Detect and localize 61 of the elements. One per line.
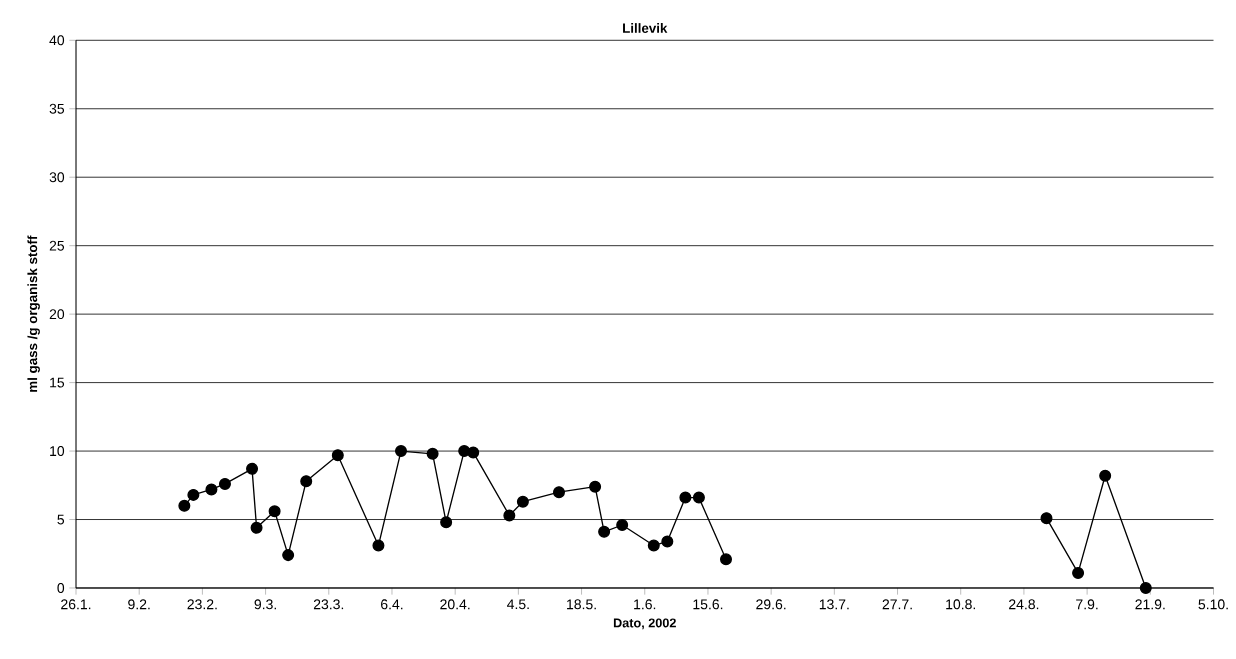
- x-tick-label: 6.4.: [381, 599, 403, 610]
- x-tick-label: 13.7.: [819, 599, 849, 610]
- point: [178, 499, 191, 512]
- x-tick-label: 18.5.: [567, 599, 596, 610]
- y-tick-label: 15: [50, 377, 65, 388]
- point: [440, 516, 453, 529]
- point: [552, 486, 565, 499]
- y-tick-label: 5: [57, 514, 65, 525]
- point: [467, 446, 480, 459]
- x-tick-label: 20.4.: [440, 599, 470, 610]
- point: [589, 480, 602, 493]
- x-tick-label: 26.1.: [61, 599, 91, 610]
- x-tick-label: 15.6.: [693, 599, 723, 610]
- point: [679, 491, 692, 504]
- x-tick-label: 27.7.: [882, 599, 912, 610]
- point: [282, 549, 295, 562]
- y-tick-label: 25: [49, 240, 65, 251]
- x-tick-label: 29.6.: [756, 599, 786, 610]
- point: [426, 447, 439, 460]
- x-tick-label: 5.10.: [1198, 599, 1228, 610]
- point: [331, 449, 344, 462]
- point: [1099, 469, 1112, 482]
- point: [1139, 581, 1152, 594]
- y-axis-title: ml gass /g organisk stoff: [27, 235, 40, 392]
- point: [1040, 512, 1053, 525]
- point: [372, 539, 385, 552]
- x-tick-label: 23.3.: [313, 599, 344, 610]
- point: [647, 539, 660, 552]
- x-tick-label: 9.2.: [128, 599, 150, 610]
- x-tick-label: 23.2.: [187, 599, 217, 610]
- point: [503, 509, 516, 522]
- point: [246, 462, 259, 475]
- point: [300, 475, 313, 488]
- point: [720, 553, 733, 566]
- point: [1072, 566, 1085, 579]
- x-tick-label: 7.9.: [1076, 599, 1098, 610]
- y-tick-label: 0: [57, 583, 65, 593]
- x-tick-label: 4.5.: [507, 599, 529, 610]
- point: [516, 495, 529, 508]
- point: [692, 491, 705, 504]
- point: [395, 445, 408, 458]
- point: [616, 519, 629, 531]
- point: [661, 535, 674, 548]
- x-tick-label: 24.8.: [1009, 599, 1039, 610]
- y-tick-label: 30: [49, 172, 65, 183]
- x-axis-title: Dato, 2002: [613, 618, 676, 630]
- chart-title: Lillevik: [623, 23, 668, 33]
- y-tick-label: 20: [49, 309, 65, 320]
- x-tick-label: 10.8.: [946, 599, 976, 610]
- point: [250, 521, 263, 534]
- x-tick-label: 21.9.: [1135, 599, 1165, 610]
- x-tick-label: 9.3.: [254, 599, 276, 610]
- y-tick-label: 35: [49, 103, 65, 114]
- point: [268, 505, 281, 518]
- point: [187, 488, 200, 501]
- x-tick-label: 1.6.: [634, 599, 656, 610]
- point: [598, 525, 611, 538]
- point: [205, 483, 218, 496]
- point: [218, 477, 231, 490]
- y-tick-label: 10: [50, 446, 65, 457]
- y-tick-label: 40: [49, 35, 65, 46]
